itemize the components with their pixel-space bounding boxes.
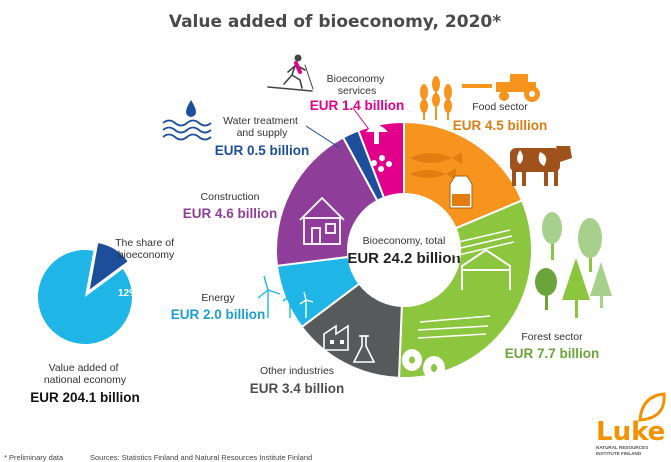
share-label: The share of bioeconomy <box>115 237 177 261</box>
footer-sources: Sources: Statistics Finland and Natural … <box>90 453 312 462</box>
water-drop-icon <box>186 100 196 117</box>
services-leader-line <box>352 107 369 129</box>
logo: Luke NATURAL RESOURCES INSTITUTE FINLAND <box>596 392 666 456</box>
label-other: Other industries <box>260 365 334 377</box>
logo-name: Luke <box>596 417 665 447</box>
tractor-icon <box>462 74 540 102</box>
water-leader-line <box>305 125 341 149</box>
waves-icon <box>162 119 212 141</box>
berries-icon <box>371 155 392 172</box>
milk-carton-icon <box>449 175 473 209</box>
leaf-logo-icon <box>638 392 666 422</box>
center-label: Bioeconomy, total <box>363 235 446 247</box>
value-forest: EUR 7.7 billion <box>505 346 600 361</box>
label-food: Food sector <box>472 101 528 113</box>
trees-icon <box>535 212 612 318</box>
national-label: Value added of national economy <box>44 362 127 386</box>
value-food: EUR 4.5 billion <box>453 118 548 133</box>
label-energy: Energy <box>201 292 235 304</box>
share-pie-rest-slice <box>38 250 133 344</box>
mushroom-icon <box>366 125 388 144</box>
chart-title: Value added of bioeconomy, 2020* <box>169 12 501 32</box>
footer-note: * Preliminary data <box>4 453 64 462</box>
donut-chart <box>275 120 533 379</box>
value-construction: EUR 4.6 billion <box>183 206 278 221</box>
label-water: Water treatment and supply <box>223 115 301 139</box>
value-services: EUR 1.4 billion <box>310 98 405 113</box>
frame-icon <box>461 248 511 290</box>
donut-hole <box>348 194 460 306</box>
paper-roll-icon <box>402 315 491 380</box>
share-pie-bioeconomy-slice <box>89 243 128 290</box>
share-percent: 12% <box>118 288 138 299</box>
value-water: EUR 0.5 billion <box>215 143 310 158</box>
factory-icon <box>323 324 349 351</box>
label-services: Bioeconomy services <box>327 73 388 97</box>
national-value: EUR 204.1 billion <box>30 390 140 405</box>
flask-icon <box>352 335 376 363</box>
logo-sub-2: INSTITUTE FINLAND <box>596 451 642 456</box>
value-energy: EUR 2.0 billion <box>171 307 266 322</box>
house-icon <box>299 196 345 245</box>
logs-icon <box>449 229 515 257</box>
fish-icon <box>410 152 462 180</box>
value-other: EUR 3.4 billion <box>250 381 345 396</box>
wheat-icon <box>420 76 452 120</box>
label-forest: Forest sector <box>521 331 583 343</box>
share-pie <box>38 243 133 344</box>
logo-sub-1: NATURAL RESOURCES <box>596 445 648 450</box>
cow-icon <box>510 146 572 186</box>
wind-turbine-icon <box>257 275 314 318</box>
skier-icon <box>267 54 314 92</box>
center-value: EUR 24.2 billion <box>347 250 460 267</box>
label-construction: Construction <box>201 191 260 203</box>
